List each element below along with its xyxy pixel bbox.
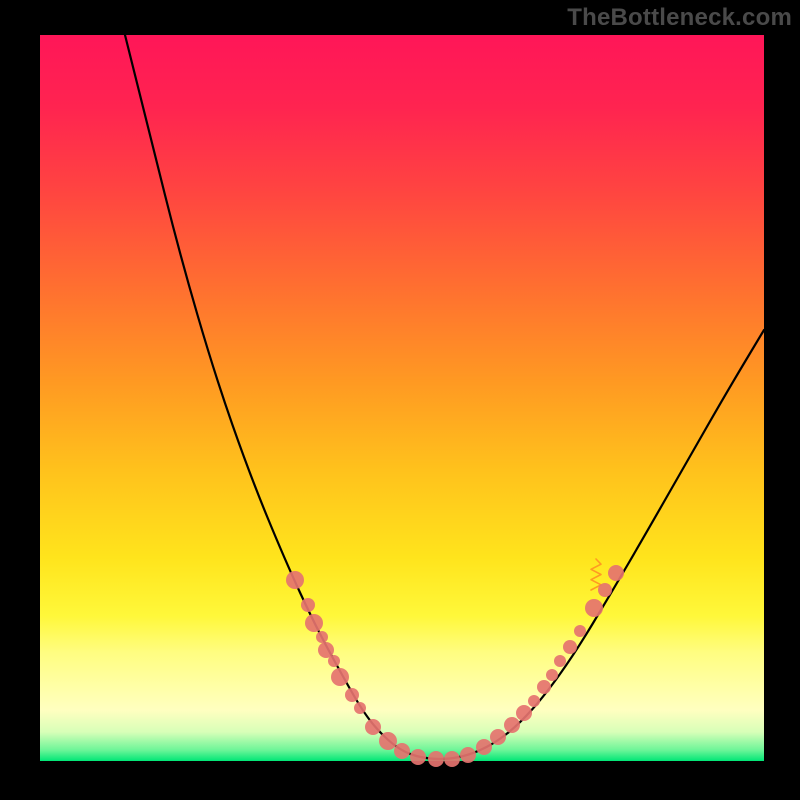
data-marker — [316, 631, 328, 643]
data-marker — [585, 599, 603, 617]
chart-stage: TheBottleneck.com — [0, 0, 800, 800]
data-marker — [354, 702, 366, 714]
data-marker — [328, 655, 340, 667]
data-marker — [331, 668, 349, 686]
data-marker — [574, 625, 586, 637]
data-marker — [410, 749, 426, 765]
data-marker — [428, 751, 444, 767]
data-marker — [528, 695, 540, 707]
data-marker — [554, 655, 566, 667]
data-marker — [546, 669, 558, 681]
data-marker — [345, 688, 359, 702]
data-marker — [516, 705, 532, 721]
data-marker — [305, 614, 323, 632]
data-marker — [476, 739, 492, 755]
data-marker — [537, 680, 551, 694]
data-marker — [286, 571, 304, 589]
data-marker — [608, 565, 624, 581]
data-marker — [444, 751, 460, 767]
data-marker — [563, 640, 577, 654]
data-marker — [301, 598, 315, 612]
data-marker — [504, 717, 520, 733]
data-marker — [490, 729, 506, 745]
data-marker — [394, 743, 410, 759]
data-marker — [379, 732, 397, 750]
data-marker — [460, 747, 476, 763]
data-marker — [598, 583, 612, 597]
plot-area — [40, 35, 764, 761]
data-marker — [365, 719, 381, 735]
watermark-text: TheBottleneck.com — [567, 4, 792, 32]
bottleneck-chart-svg — [0, 0, 800, 800]
